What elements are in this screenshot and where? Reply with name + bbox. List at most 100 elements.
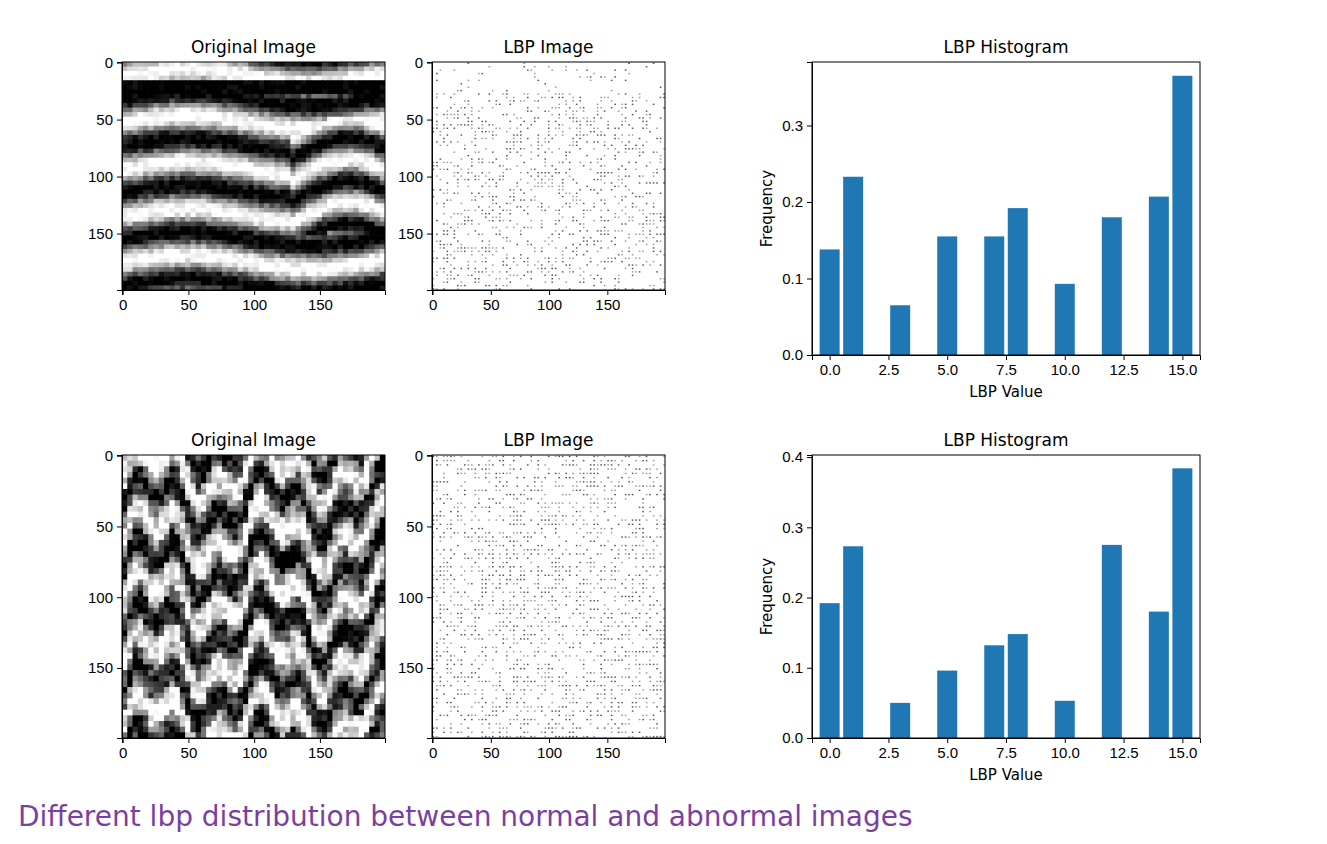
image-pixel: [290, 153, 296, 158]
image-pixel: [275, 103, 281, 108]
image-pixel: [275, 212, 281, 217]
image-pixel: [201, 185, 207, 190]
image-pixel: [380, 199, 385, 204]
image-pixel: [148, 103, 154, 108]
image-pixel: [338, 203, 344, 208]
image-pixel: [311, 112, 317, 117]
image-pixel: [380, 85, 385, 90]
image-pixel: [180, 203, 186, 208]
image-pixel: [185, 153, 191, 158]
image-pixel: [269, 190, 275, 195]
image-pixel: [269, 112, 275, 117]
image-pixel: [217, 240, 223, 245]
image-pixel: [143, 62, 149, 67]
image-pixel: [259, 144, 265, 149]
image-pixel: [180, 144, 186, 149]
image-pixel: [143, 108, 149, 113]
image-pixel: [285, 194, 291, 199]
image-pixel: [201, 130, 207, 135]
image-pixel: [196, 130, 202, 135]
image-pixel: [254, 176, 260, 181]
image-pixel: [259, 108, 265, 113]
image-pixel: [285, 135, 291, 140]
image-pixel: [227, 167, 233, 172]
image-pixel: [364, 176, 370, 181]
image-pixel: [169, 80, 175, 85]
image-pixel: [264, 203, 270, 208]
image-pixel: [143, 140, 149, 145]
image-pixel: [243, 71, 249, 76]
image-pixel: [248, 194, 254, 199]
image-pixel: [311, 135, 317, 140]
image-pixel: [332, 226, 338, 231]
image-pixel: [327, 176, 333, 181]
image-pixel: [217, 190, 223, 195]
image-pixel: [343, 208, 349, 213]
image-pixel: [327, 231, 333, 236]
image-pixel: [201, 62, 207, 67]
image-pixel: [290, 140, 296, 145]
image-pixel: [380, 71, 385, 76]
image-pixel: [296, 208, 302, 213]
image-pixel: [232, 185, 238, 190]
image-pixel: [206, 89, 212, 94]
image-pixel: [196, 162, 202, 167]
image-pixel: [206, 171, 212, 176]
image-pixel: [301, 153, 307, 158]
image-pixel: [338, 98, 344, 103]
image-pixel: [332, 222, 338, 227]
image-pixel: [159, 162, 165, 167]
image-pixel: [311, 212, 317, 217]
image-pixel: [380, 144, 385, 149]
image-pixel: [306, 98, 312, 103]
image-pixel: [232, 190, 238, 195]
image-pixel: [185, 71, 191, 76]
image-pixel: [180, 162, 186, 167]
image-pixel: [338, 94, 344, 99]
image-pixel: [138, 135, 144, 140]
image-pixel: [280, 80, 286, 85]
image-pixel: [264, 181, 270, 186]
image-pixel: [169, 203, 175, 208]
image-pixel: [311, 231, 317, 236]
image-pixel: [317, 112, 323, 117]
image-pixel: [222, 162, 228, 167]
image-pixel: [196, 203, 202, 208]
image-pixel: [148, 140, 154, 145]
image-pixel: [364, 231, 370, 236]
image-pixel: [280, 240, 286, 245]
image-pixel: [222, 144, 228, 149]
image-pixel: [280, 112, 286, 117]
image-pixel: [232, 212, 238, 217]
image-pixel: [359, 194, 365, 199]
image-pixel: [164, 112, 170, 117]
image-pixel: [127, 167, 133, 172]
image-pixel: [217, 121, 223, 126]
image-pixel: [306, 103, 312, 108]
image-pixel: [211, 140, 217, 145]
image-pixel: [369, 208, 375, 213]
image-pixel: [217, 176, 223, 181]
image-pixel: [248, 71, 254, 76]
panel: 050100150050100150Original Image: [88, 37, 386, 313]
image-pixel: [148, 98, 154, 103]
image-pixel: [206, 140, 212, 145]
image-pixel: [180, 194, 186, 199]
image-pixel: [169, 144, 175, 149]
image-pixel: [169, 126, 175, 131]
image-pixel: [133, 67, 139, 72]
image-pixel: [359, 176, 365, 181]
image-pixel: [317, 158, 323, 163]
image-pixel: [154, 208, 160, 213]
image-pixel: [296, 158, 302, 163]
image-pixel: [206, 181, 212, 186]
image-pixel: [364, 208, 370, 213]
image-pixel: [185, 80, 191, 85]
image-pixel: [301, 149, 307, 154]
image-pixel: [201, 121, 207, 126]
image-pixel: [164, 108, 170, 113]
image-pixel: [296, 103, 302, 108]
image-pixel: [280, 222, 286, 227]
image-pixel: [280, 153, 286, 158]
image-pixel: [364, 140, 370, 145]
